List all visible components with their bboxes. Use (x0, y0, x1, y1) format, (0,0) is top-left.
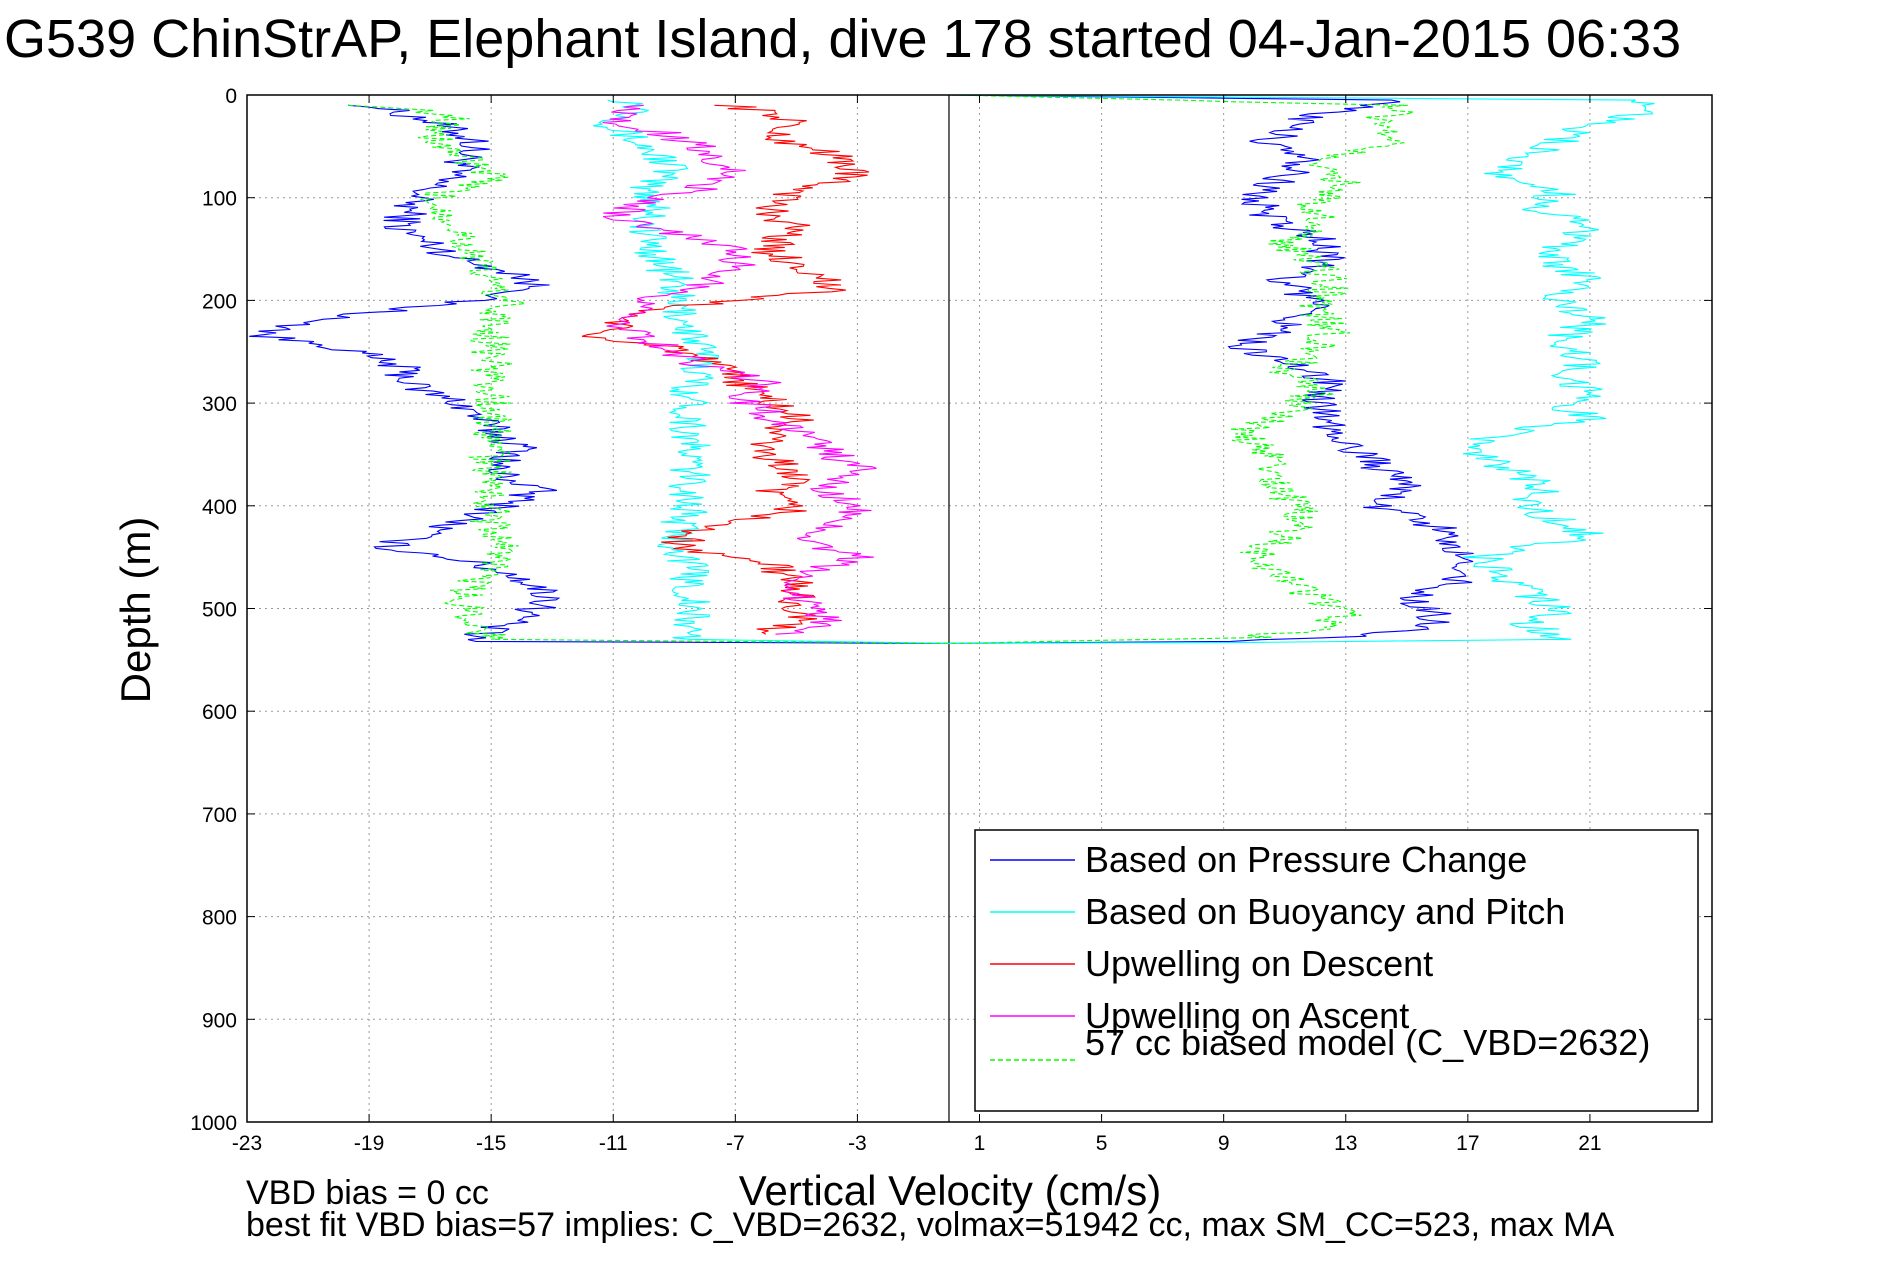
series-line-3 (581, 104, 870, 635)
series-line-4 (602, 104, 877, 635)
best-fit-note: best fit VBD bias=57 implies: C_VBD=2632… (246, 1206, 1615, 1244)
y-tick-label: 800 (202, 907, 237, 930)
x-tick-label: -15 (476, 1132, 506, 1155)
axis-ticks: -23 -19 -15 -11 -7 -3 1 5 9 13 17 21 0 100 200 300 400 50… (190, 85, 1712, 1155)
y-tick-label: 0 (225, 85, 237, 108)
series-group (249, 94, 1655, 644)
x-tick-label: 17 (1456, 1132, 1479, 1155)
y-axis-label: Depth (m) (112, 517, 159, 704)
x-tick-label: -23 (232, 1132, 262, 1155)
series-line-2 (593, 94, 1655, 644)
x-tick-label: 21 (1578, 1132, 1601, 1155)
y-tick-label: 900 (202, 1009, 237, 1032)
y-tick-label: 100 (202, 188, 237, 211)
series-line-5 (348, 94, 1414, 644)
legend-label: Upwelling on Ascent (1085, 995, 1409, 1036)
y-tick-label: 300 (202, 393, 237, 416)
y-tick-label: 1000 (190, 1112, 237, 1135)
x-axis-label: Vertical Velocity (cm/s) (739, 1167, 1161, 1214)
y-tick-label: 500 (202, 599, 237, 622)
x-tick-label: 9 (1218, 1132, 1230, 1155)
legend-label: Based on Pressure Change (1085, 839, 1527, 880)
y-tick-label: 700 (202, 804, 237, 827)
legend-label: 57 cc biased model (C_VBD=2632) (1085, 1022, 1650, 1063)
legend: Based on Pressure Change Based on Buoyanc… (974, 829, 1699, 1112)
legend-label: Upwelling on Descent (1085, 943, 1433, 984)
x-tick-label: -3 (848, 1132, 867, 1155)
y-tick-label: 200 (202, 290, 237, 313)
x-tick-label: -11 (599, 1132, 628, 1155)
vbd-bias-note: VBD bias = 0 cc (246, 1174, 489, 1212)
legend-box (974, 829, 1699, 1112)
legend-label: Based on Buoyancy and Pitch (1085, 891, 1565, 932)
x-tick-label: -19 (354, 1132, 384, 1155)
x-tick-label: 5 (1096, 1132, 1108, 1155)
x-tick-label: 13 (1334, 1132, 1357, 1155)
y-tick-label: 400 (202, 496, 237, 519)
chart-title: G539 ChinStrAP, Elephant Island, dive 17… (4, 9, 1682, 69)
x-tick-label: 1 (974, 1132, 986, 1155)
series-line-1 (249, 94, 1474, 644)
y-tick-label: 600 (202, 701, 237, 724)
x-tick-label: -7 (726, 1132, 745, 1155)
